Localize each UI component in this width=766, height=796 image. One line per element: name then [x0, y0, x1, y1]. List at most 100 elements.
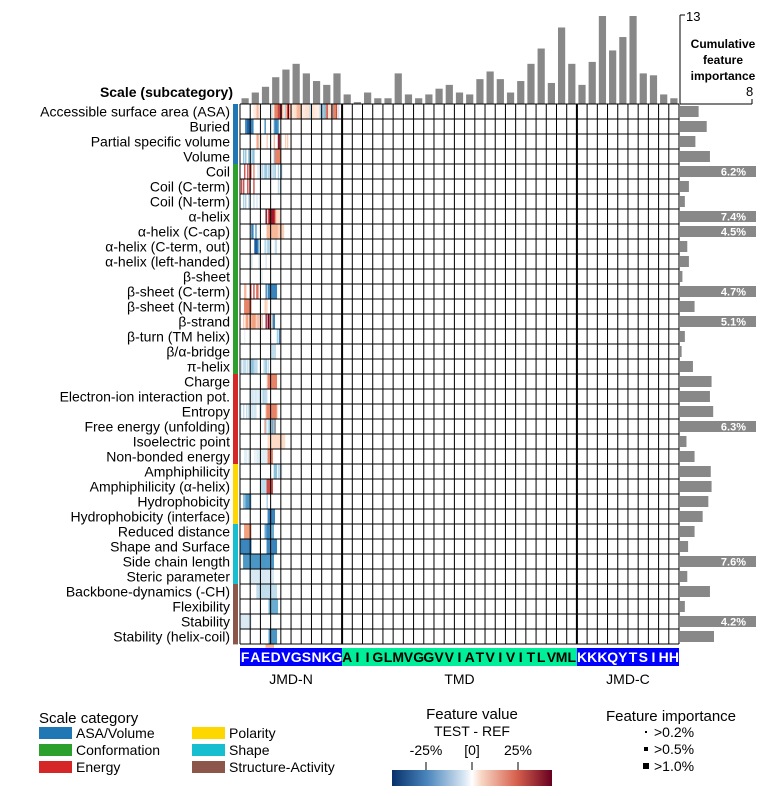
heatmap-cell — [252, 119, 254, 134]
cumulative-title-2: feature — [703, 53, 743, 67]
heatmap-cell — [257, 389, 259, 404]
heatmap-cell — [276, 434, 279, 449]
heatmap-cell — [244, 329, 246, 344]
heatmap-cell — [271, 404, 273, 419]
sequence-residue: V — [485, 649, 495, 665]
heatmap-cell — [293, 104, 295, 119]
heatmap-cell — [273, 344, 276, 359]
cumulative-title-1: Cumulative — [691, 37, 756, 51]
sequence-residue: M — [556, 649, 568, 665]
heatmap-cell — [257, 569, 259, 584]
heatmap-cell — [274, 434, 277, 449]
heatmap-cell — [265, 524, 267, 539]
row-importance-bar — [680, 316, 756, 327]
heatmap-cell — [243, 314, 245, 329]
heatmap-cell — [267, 539, 269, 554]
heatmap-cell — [264, 359, 266, 374]
heatmap-cell — [267, 404, 269, 419]
category-strip — [233, 179, 238, 195]
heatmap-cell — [243, 614, 245, 629]
heatmap-cell — [264, 299, 266, 314]
heatmap-cell — [261, 479, 263, 494]
heatmap-cell — [278, 329, 281, 344]
heatmap-cell — [246, 554, 248, 569]
sequence-residue: V — [404, 649, 414, 665]
category-strip — [233, 194, 238, 210]
heatmap-cell — [296, 104, 298, 119]
heatmap-cell — [264, 584, 266, 599]
heatmap-cell — [240, 539, 242, 554]
heatmap-cell — [277, 464, 280, 479]
heatmap-cell — [250, 554, 252, 569]
heatmap-cell — [335, 104, 338, 119]
heatmap-cell — [250, 404, 252, 419]
heatmap-cell — [253, 389, 255, 404]
row-label: Electron-ion interaction pot. — [60, 389, 230, 405]
heatmap-cell — [247, 314, 249, 329]
heatmap-cell — [272, 404, 274, 419]
heatmap-cell — [250, 284, 252, 299]
row-importance-label: 4.7% — [721, 287, 746, 299]
heatmap-cell — [254, 554, 256, 569]
heatmap-cell — [255, 569, 257, 584]
heatmap-cell — [275, 374, 278, 389]
heatmap-cell — [263, 359, 265, 374]
heatmap-cell — [263, 479, 265, 494]
category-strip — [233, 119, 238, 135]
heatmap-cell — [274, 584, 277, 599]
heatmap-cell — [307, 104, 309, 119]
heatmap-cell — [252, 359, 254, 374]
row-importance-bar — [680, 121, 707, 132]
row-label: Coil (C-term) — [150, 179, 230, 195]
heatmap-cell — [273, 119, 276, 134]
heatmap-cell — [302, 104, 304, 119]
heatmap-cell — [283, 434, 286, 449]
heatmap-cell — [267, 554, 269, 569]
heatmap-cell — [252, 404, 254, 419]
heatmap-cell — [263, 569, 265, 584]
sequence-residue: L — [568, 649, 577, 665]
heatmap-cell — [299, 104, 301, 119]
residue-importance-bar — [343, 94, 351, 104]
heatmap-cell — [265, 314, 267, 329]
sequence-residue: I — [458, 649, 462, 665]
category-strip — [233, 329, 238, 345]
heatmap-cell — [268, 629, 270, 644]
heatmap-cell — [267, 359, 269, 374]
sequence-residue: V — [506, 649, 516, 665]
sequence-residue: T — [629, 649, 638, 665]
heatmap-cell — [272, 314, 274, 329]
heatmap-cell — [243, 539, 245, 554]
row-label: β-strand — [178, 314, 230, 330]
heatmap-cell — [319, 104, 321, 119]
heatmap-cell — [267, 434, 269, 449]
heatmap-cell — [267, 584, 269, 599]
category-strip — [233, 449, 238, 465]
heatmap-cell — [270, 509, 272, 524]
heatmap-cell — [278, 209, 281, 224]
row-importance-bar — [680, 226, 756, 237]
heatmap-cell — [245, 119, 247, 134]
heatmap-cell — [260, 479, 262, 494]
heatmap-cell — [265, 479, 267, 494]
row-importance-bar — [680, 181, 689, 192]
category-legend-swatch — [192, 727, 225, 739]
heatmap-cell — [270, 599, 272, 614]
sequence-residue: V — [281, 649, 291, 665]
row-importance-bar — [680, 151, 710, 162]
heatmap-cell — [255, 389, 257, 404]
category-strips — [233, 104, 238, 645]
importance-legend-label: >1.0% — [654, 758, 694, 774]
subcategory-header: Scale (subcategory) — [100, 84, 233, 100]
heatmap-cell — [274, 599, 277, 614]
category-strip — [233, 494, 238, 510]
heatmap-cell — [275, 224, 278, 239]
heatmap-cell — [268, 434, 270, 449]
heatmap-cell — [271, 314, 273, 329]
heatmap-cell — [277, 104, 280, 119]
category-strip — [233, 569, 238, 585]
heatmap-cell — [270, 584, 272, 599]
row-label: Amphiphilicity — [144, 464, 230, 480]
heatmap-cell — [248, 119, 250, 134]
row-label: Partial specific volume — [91, 134, 230, 150]
